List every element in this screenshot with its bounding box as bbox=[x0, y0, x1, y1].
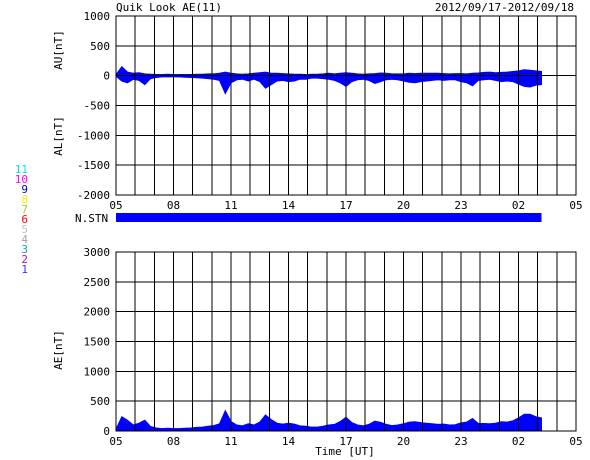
date-range: 2012/09/17-2012/09/18 bbox=[435, 1, 574, 14]
plot-frame bbox=[115, 251, 577, 432]
xtick-label: 20 bbox=[397, 435, 410, 448]
ytick-label: 2000 bbox=[84, 306, 111, 319]
au-al-data bbox=[115, 65, 542, 95]
au-al-area bbox=[115, 65, 542, 95]
ytick-label: 500 bbox=[90, 395, 110, 408]
chart-title: Quik Look AE(11) bbox=[116, 1, 222, 14]
xtick-label: 23 bbox=[454, 199, 467, 212]
station-legend-item: 3 bbox=[21, 243, 28, 256]
ytick-label: 3000 bbox=[84, 246, 111, 259]
xtick-label: 14 bbox=[282, 199, 296, 212]
xtick-label: 14 bbox=[282, 435, 296, 448]
ytick-label: 1500 bbox=[84, 336, 111, 349]
station-legend-item: 8 bbox=[21, 193, 28, 206]
xtick-label: 08 bbox=[167, 435, 180, 448]
au-axis-label: AU[nT] bbox=[52, 30, 65, 70]
ae-axis-label: AE[nT] bbox=[52, 330, 65, 370]
station-legend-item: 11 bbox=[15, 163, 28, 176]
xtick-label: 11 bbox=[224, 199, 237, 212]
xtick-label: 17 bbox=[339, 199, 352, 212]
xtick-label: 02 bbox=[512, 435, 525, 448]
plot-frame bbox=[115, 15, 577, 196]
station-legend-item: 1 bbox=[21, 263, 28, 276]
au-al-xtick-labels: 05 08 11 14 17 20 23 02 05 bbox=[109, 199, 582, 212]
xtick-label: 02 bbox=[512, 199, 525, 212]
station-legend-item: 6 bbox=[21, 213, 28, 226]
ytick-label: 1000 bbox=[84, 365, 111, 378]
ytick-label: -500 bbox=[84, 100, 111, 113]
ytick-label: -2000 bbox=[77, 189, 110, 202]
ae-data bbox=[115, 409, 542, 432]
xtick-label: 05 bbox=[109, 435, 122, 448]
station-legend-item: 9 bbox=[21, 183, 28, 196]
ae-grid bbox=[115, 251, 577, 432]
ytick-label: 500 bbox=[90, 40, 110, 53]
ytick-label: 0 bbox=[103, 70, 110, 83]
au-al-ytick-labels: 1000 500 0 -500 -1000 -1500 -2000 bbox=[77, 10, 110, 202]
xtick-label: 05 bbox=[569, 435, 582, 448]
xtick-label: 08 bbox=[167, 199, 180, 212]
station-legend-item: 10 bbox=[15, 173, 28, 186]
ytick-label: -1500 bbox=[77, 159, 110, 172]
ae-ytick-labels: 3000 2500 2000 1500 1000 500 0 bbox=[84, 246, 111, 438]
al-axis-label: AL[nT] bbox=[52, 116, 65, 156]
xtick-label: 05 bbox=[109, 199, 122, 212]
ae-xtick-labels: 05 08 11 14 17 20 23 02 05 bbox=[109, 435, 582, 448]
ytick-label: 2500 bbox=[84, 276, 111, 289]
ae-area bbox=[115, 409, 542, 432]
xtick-label: 05 bbox=[569, 199, 582, 212]
xtick-label: 17 bbox=[339, 435, 352, 448]
au-al-panel: 1000 500 0 -500 -1000 -1500 -2000 05 08 11 14 17 20… bbox=[52, 10, 583, 212]
xtick-label: 20 bbox=[397, 199, 410, 212]
ytick-label: 1000 bbox=[84, 10, 111, 23]
station-label: N.STN bbox=[75, 212, 108, 225]
station-legend-item: 7 bbox=[21, 203, 28, 216]
au-al-grid bbox=[115, 15, 577, 196]
xtick-label: 11 bbox=[224, 435, 237, 448]
station-coverage-bar bbox=[116, 213, 542, 222]
station-legend-item: 2 bbox=[21, 253, 28, 266]
xtick-label: 23 bbox=[454, 435, 467, 448]
station-legend-item: 4 bbox=[21, 233, 28, 246]
ytick-label: 0 bbox=[103, 425, 110, 438]
x-axis-label: Time [UT] bbox=[315, 445, 375, 458]
station-legend-item: 5 bbox=[21, 223, 28, 236]
ytick-label: -1000 bbox=[77, 129, 110, 142]
